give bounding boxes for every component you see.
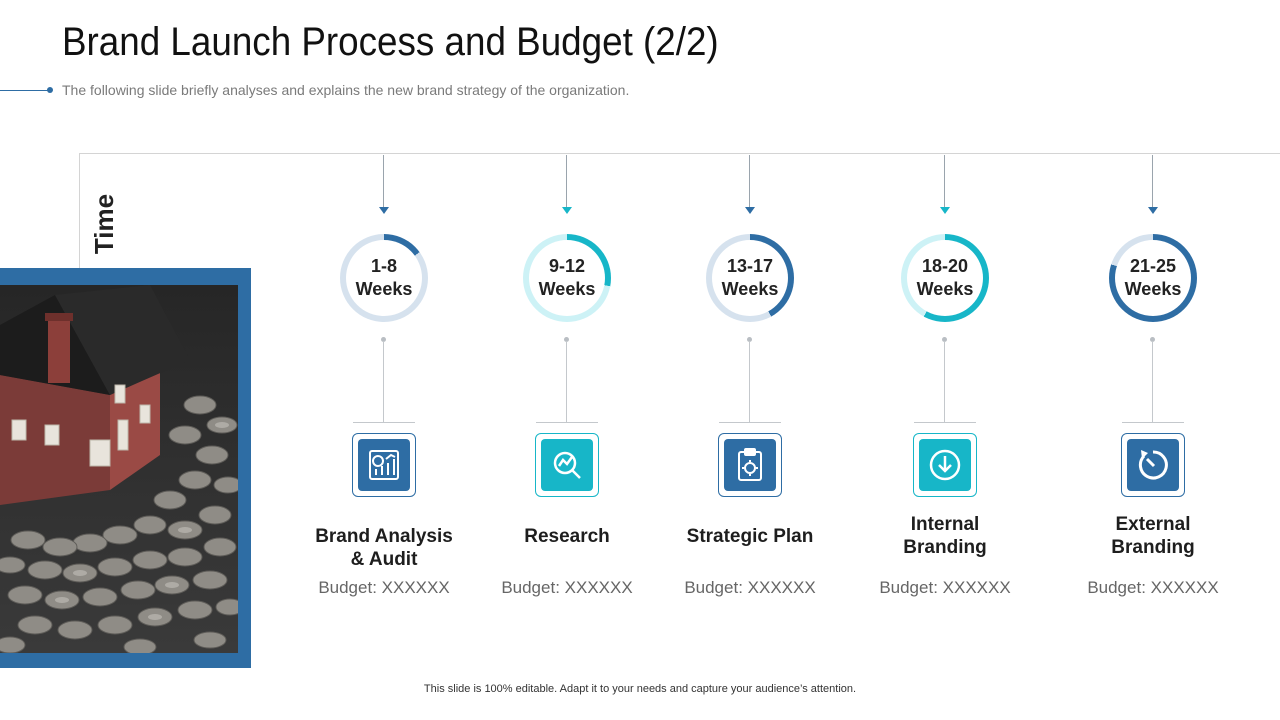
step-title: Internal Branding [845, 513, 1045, 559]
process-step: 18-20 Weeks Internal Branding Budget: XX… [845, 153, 1045, 613]
analysis-chart-icon [369, 450, 399, 480]
duration-weeks: 13-17 [726, 256, 774, 276]
process-step: 1-8 Weeks Brand Analysis & Audit Budget:… [284, 153, 484, 613]
step-icon-box [352, 433, 416, 497]
duration-unit: Weeks [721, 279, 779, 299]
duration-weeks: 9-12 [548, 256, 586, 276]
duration-unit: Weeks [355, 279, 413, 299]
duration-unit: Weeks [1124, 279, 1182, 299]
step-budget: Budget: XXXXXX [501, 578, 633, 597]
connector-line [749, 341, 750, 422]
step-budget: Budget: XXXXXX [318, 578, 450, 597]
slide-subtitle: The following slide briefly analyses and… [62, 82, 630, 98]
connector-line [383, 341, 384, 422]
duration-ring: 21-25 Weeks [1109, 234, 1197, 322]
step-title-line: External [1115, 514, 1191, 535]
arrow-down-icon [745, 207, 755, 214]
arrow-down-icon [1148, 207, 1158, 214]
step-icon-box [535, 433, 599, 497]
connector-line [566, 341, 567, 422]
arrow-down-icon [940, 207, 950, 214]
step-title-line: Branding [1111, 537, 1195, 558]
step-budget: Budget: XXXXXX [879, 578, 1011, 597]
connector-line [944, 341, 945, 422]
house-on-coins-photo [0, 285, 238, 653]
timeline-top-rule [79, 153, 1280, 154]
connector-dot [747, 337, 752, 342]
duration-weeks: 18-20 [921, 256, 969, 276]
duration-ring: 1-8 Weeks [340, 234, 428, 322]
step-connector [944, 155, 945, 207]
step-icon-box [913, 433, 977, 497]
rotate-clockwise-icon [1138, 450, 1168, 480]
footer-note: This slide is 100% editable. Adapt it to… [423, 683, 857, 695]
step-icon-box [1121, 433, 1185, 497]
step-connector [383, 155, 384, 207]
step-title: Brand Analysis & Audit [284, 525, 484, 571]
research-magnifier-icon [553, 451, 581, 479]
step-budget: Budget: XXXXXX [684, 578, 816, 597]
duration-unit: Weeks [538, 279, 596, 299]
arrow-down-icon [379, 207, 389, 214]
duration-weeks: 21-25 [1129, 256, 1177, 276]
step-connector [749, 155, 750, 207]
connector-dot [942, 337, 947, 342]
timeline-left-rule [79, 153, 80, 271]
connector-dot [564, 337, 569, 342]
step-title-line: Branding [903, 537, 987, 558]
step-budget: Budget: XXXXXX [1087, 578, 1219, 597]
step-title-line: Research [524, 526, 610, 547]
step-title-line: & Audit [350, 549, 418, 570]
step-title: Strategic Plan [650, 525, 850, 548]
connector-line [1152, 341, 1153, 422]
time-axis-label: Time [88, 193, 119, 255]
step-title-line: Internal [910, 514, 980, 535]
step-title: Research [467, 525, 667, 548]
download-circle-icon [929, 449, 961, 481]
connector-cap [914, 422, 976, 423]
duration-weeks: 1-8 [370, 256, 397, 276]
connector-cap [719, 422, 781, 423]
connector-cap [536, 422, 598, 423]
clipboard-gear-icon [738, 448, 762, 481]
step-icon-box [718, 433, 782, 497]
process-step: 21-25 Weeks External Branding Budget: XX… [1053, 153, 1253, 613]
step-connector [566, 155, 567, 207]
subtitle-accent-dot [47, 87, 53, 93]
connector-cap [1122, 422, 1184, 423]
step-title-line: Strategic Plan [686, 526, 814, 547]
connector-dot [1150, 337, 1155, 342]
step-title: External Branding [1053, 513, 1253, 559]
duration-ring: 13-17 Weeks [706, 234, 794, 322]
arrow-down-icon [562, 207, 572, 214]
duration-unit: Weeks [916, 279, 974, 299]
slide-title: Brand Launch Process and Budget (2/2) [62, 20, 719, 64]
duration-ring: 9-12 Weeks [523, 234, 611, 322]
subtitle-accent-line [0, 90, 50, 91]
connector-cap [353, 422, 415, 423]
step-connector [1152, 155, 1153, 207]
house-on-coins-illustration [0, 285, 238, 653]
duration-ring: 18-20 Weeks [901, 234, 989, 322]
process-step: 13-17 Weeks Strategic Plan Budget: XXXXX… [650, 153, 850, 613]
step-title-line: Brand Analysis [315, 526, 453, 547]
connector-dot [381, 337, 386, 342]
process-step: 9-12 Weeks Research Budget: XXXXXX [467, 153, 667, 613]
